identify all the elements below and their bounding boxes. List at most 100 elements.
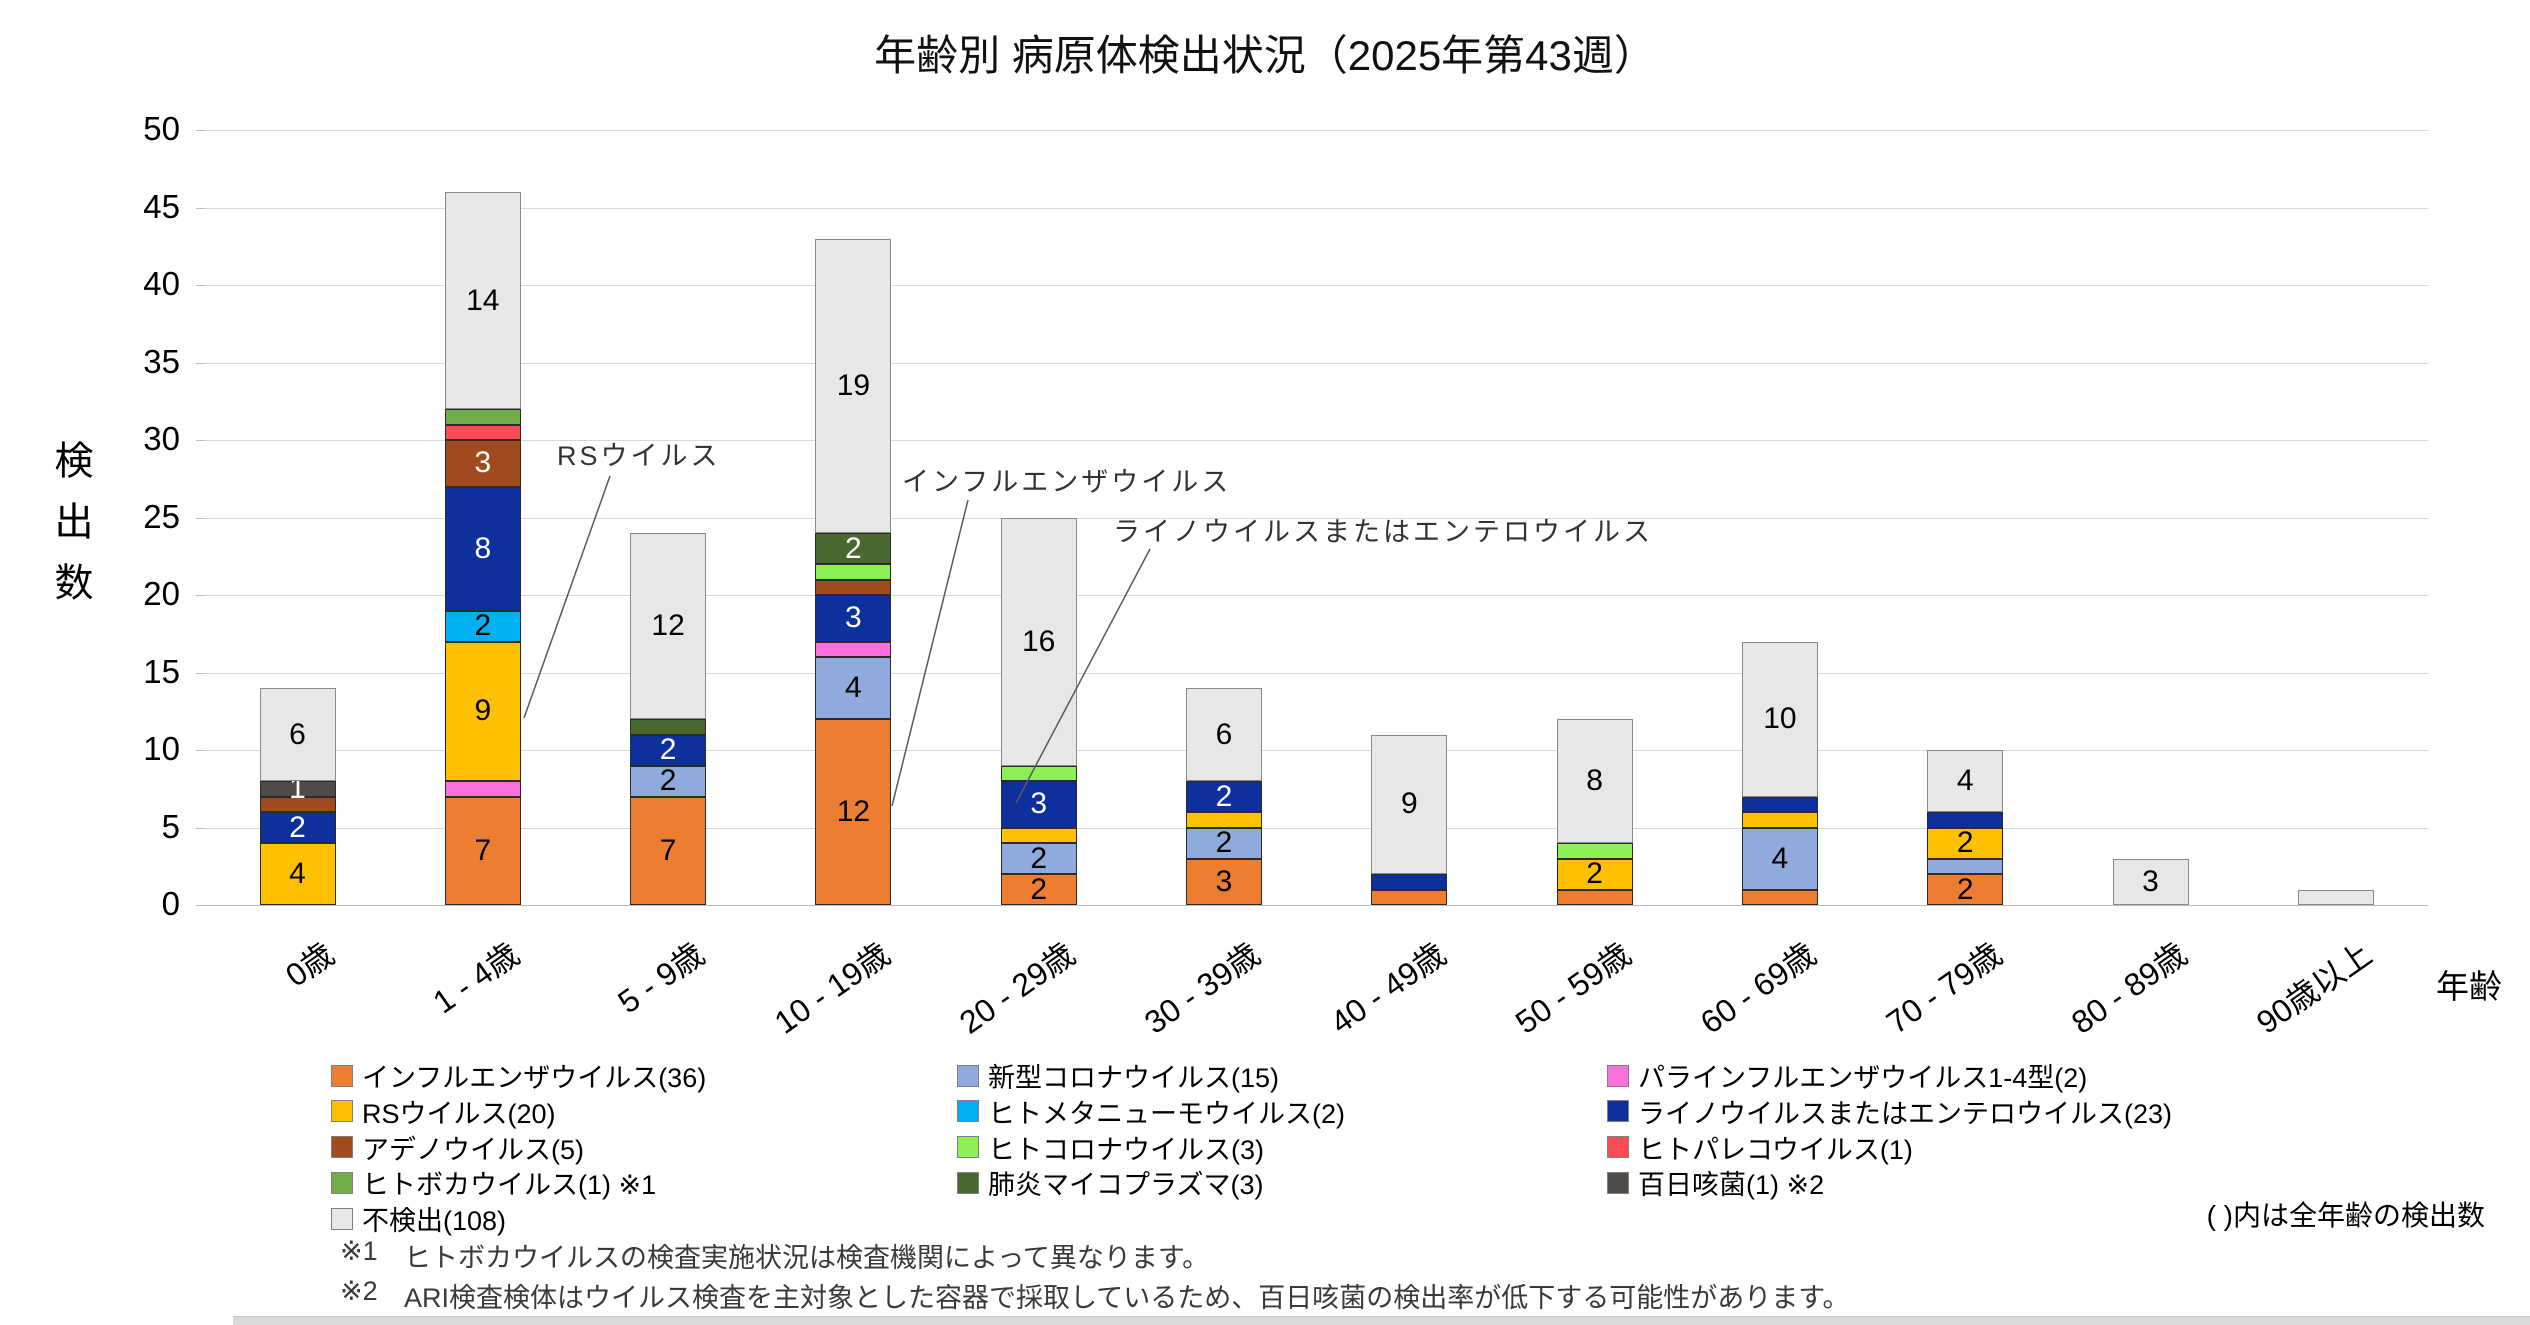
bar-segment-インフルエンザウイルス-70 - 79歳[interactable]: 2: [1927, 873, 2004, 906]
bar-segment-ライノウイルスまたはエンテロウイルス-5 - 9歳[interactable]: 2: [630, 733, 707, 766]
gridline-y-0: [205, 905, 2428, 906]
bar-segment-インフルエンザウイルス-10 - 19歳[interactable]: 12: [815, 719, 892, 905]
gridline-y-45: [205, 207, 2428, 209]
legend-item-ヒトコロナウイルス[interactable]: ヒトコロナウイルス(3): [957, 1128, 1264, 1167]
bar-segment-RSウイルス-60 - 69歳[interactable]: [1741, 812, 1818, 828]
bar-segment-ヒトボカウイルス-1 - 4歳[interactable]: [444, 409, 521, 425]
bar-segment-ヒトコロナウイルス-20 - 29歳[interactable]: [1000, 765, 1077, 781]
bar-segment-ヒトコロナウイルス-50 - 59歳[interactable]: [1556, 843, 1633, 859]
bar-segment-RSウイルス-30 - 39歳[interactable]: [1186, 812, 1262, 828]
legend-item-百日咳菌[interactable]: 百日咳菌(1) ※2: [1607, 1163, 1824, 1202]
bar-segment-ライノウイルスまたはエンテロウイルス-20 - 29歳[interactable]: 3: [1000, 781, 1077, 828]
bar-segment-RSウイルス-50 - 59歳[interactable]: 2: [1556, 857, 1633, 890]
bar-segment-ヒトパレコウイルス-1 - 4歳[interactable]: [444, 424, 521, 440]
bar-segment-不検出-1 - 4歳[interactable]: 14: [444, 192, 521, 409]
annotation-rhino-entero: ライノウイルスまたはエンテロウイルス: [1113, 517, 1653, 547]
legend-swatch-RSウイルス: [331, 1100, 353, 1123]
footnote-2-marker: ※2: [340, 1276, 378, 1306]
x-axis-label-40 - 49歳: 40 - 49歳: [1323, 935, 1452, 1041]
legend-item-肺炎マイコプラズマ[interactable]: 肺炎マイコプラズマ(3): [957, 1163, 1263, 1202]
legend-item-ヒトパレコウイルス[interactable]: ヒトパレコウイルス(1): [1607, 1128, 1913, 1167]
leader-line-rs: [523, 475, 611, 719]
legend-item-アデノウイルス[interactable]: アデノウイルス(5): [331, 1128, 584, 1167]
bar-segment-ライノウイルスまたはエンテロウイルス-10 - 19歳[interactable]: 3: [815, 595, 892, 642]
bar-segment-ライノウイルスまたはエンテロウイルス-0歳[interactable]: 2: [259, 811, 336, 844]
legend-item-新型コロナウイルス[interactable]: 新型コロナウイルス(15): [957, 1056, 1279, 1095]
bar-segment-不検出-0歳[interactable]: 6: [259, 688, 336, 781]
bar-segment-不検出-5 - 9歳[interactable]: 12: [630, 533, 707, 719]
bar-segment-パラインフルエンザウイルス1-4型-1 - 4歳[interactable]: [444, 781, 521, 797]
gridline-y-50: [205, 130, 2428, 131]
legend-item-インフルエンザウイルス[interactable]: インフルエンザウイルス(36): [331, 1056, 706, 1095]
x-axis-label-80 - 89歳: 80 - 89歳: [2064, 935, 2194, 1041]
bar-segment-RSウイルス-0歳[interactable]: 4: [259, 843, 336, 905]
bar-segment-不検出-50 - 59歳[interactable]: 8: [1556, 719, 1633, 843]
y-tick-label-20: 20: [143, 575, 180, 613]
y-tick-mark: [196, 905, 205, 906]
bar-segment-RSウイルス-70 - 79歳[interactable]: 2: [1927, 826, 2004, 859]
bar-segment-ライノウイルスまたはエンテロウイルス-70 - 79歳[interactable]: [1927, 812, 2004, 828]
y-axis-title: 検出数: [49, 440, 92, 623]
legend-swatch-新型コロナウイルス: [957, 1064, 979, 1087]
bar-segment-肺炎マイコプラズマ-10 - 19歳[interactable]: 2: [815, 532, 892, 565]
bar-segment-インフルエンザウイルス-5 - 9歳[interactable]: 7: [630, 796, 707, 905]
footnote-2-text: ARI検査検体はウイルス検査を主対象とした容器で採取しているため、百日咳菌の検出…: [404, 1283, 1850, 1313]
footnote-2: ※2 ARI検査検体はウイルス検査を主対象とした容器で採取しているため、百日咳菌…: [340, 1276, 1850, 1315]
bar-segment-肺炎マイコプラズマ-5 - 9歳[interactable]: [630, 719, 707, 735]
legend-label: ヒトパレコウイルス(1): [1638, 1134, 1913, 1165]
bar-segment-インフルエンザウイルス-30 - 39歳[interactable]: 3: [1186, 858, 1262, 905]
y-tick-mark: [196, 285, 205, 286]
gridline-y-20: [205, 595, 2428, 596]
bar-segment-アデノウイルス-10 - 19歳[interactable]: [815, 579, 892, 595]
bar-segment-新型コロナウイルス-20 - 29歳[interactable]: 2: [1000, 842, 1077, 875]
bar-segment-新型コロナウイルス-60 - 69歳[interactable]: 4: [1741, 827, 1818, 890]
bar-segment-不検出-10 - 19歳[interactable]: 19: [815, 238, 892, 533]
x-axis-label-90歳以上: 90歳以上: [2250, 935, 2379, 1041]
bar-segment-パラインフルエンザウイルス1-4型-10 - 19歳[interactable]: [815, 641, 892, 657]
bar-segment-RSウイルス-1 - 4歳[interactable]: 9: [444, 641, 521, 781]
bar-segment-不検出-40 - 49歳[interactable]: 9: [1371, 734, 1448, 874]
bar-segment-百日咳菌-0歳[interactable]: 1: [259, 772, 336, 805]
window-bottom-edge: [233, 1316, 2530, 1325]
bar-segment-新型コロナウイルス-30 - 39歳[interactable]: 2: [1186, 826, 1262, 859]
bar-segment-インフルエンザウイルス-40 - 49歳[interactable]: [1371, 889, 1448, 905]
bar-segment-新型コロナウイルス-5 - 9歳[interactable]: 2: [630, 764, 707, 797]
bar-segment-ライノウイルスまたはエンテロウイルス-1 - 4歳[interactable]: 8: [444, 486, 521, 611]
bar-segment-新型コロナウイルス-70 - 79歳[interactable]: [1927, 858, 2004, 874]
bar-segment-ヒトメタニューモウイルス-1 - 4歳[interactable]: 2: [444, 609, 521, 642]
bar-segment-インフルエンザウイルス-20 - 29歳[interactable]: 2: [1000, 873, 1077, 906]
legend-item-不検出[interactable]: 不検出(108): [331, 1199, 506, 1238]
legend-note: ( )内は全年齢の検出数: [2206, 1200, 2485, 1231]
bar-segment-ライノウイルスまたはエンテロウイルス-40 - 49歳[interactable]: [1371, 874, 1448, 890]
bar-segment-インフルエンザウイルス-60 - 69歳[interactable]: [1741, 889, 1818, 905]
y-tick-label-35: 35: [143, 342, 180, 380]
bar-segment-ヒトコロナウイルス-10 - 19歳[interactable]: [815, 564, 892, 580]
bar-segment-インフルエンザウイルス-50 - 59歳[interactable]: [1556, 889, 1633, 905]
y-tick-label-40: 40: [143, 265, 180, 303]
legend-label: 不検出(108): [362, 1206, 507, 1237]
bar-segment-不検出-80 - 89歳[interactable]: 3: [2112, 858, 2189, 905]
legend-item-ライノウイルスまたはエンテロウイルス[interactable]: ライノウイルスまたはエンテロウイルス(23): [1607, 1092, 2172, 1131]
bar-segment-新型コロナウイルス-10 - 19歳[interactable]: 4: [815, 657, 892, 719]
y-tick-label-25: 25: [143, 497, 180, 535]
legend-item-ヒトメタニューモウイルス[interactable]: ヒトメタニューモウイルス(2): [957, 1092, 1345, 1131]
bar-segment-ライノウイルスまたはエンテロウイルス-30 - 39歳[interactable]: 2: [1186, 780, 1262, 813]
legend-item-パラインフルエンザウイルス1-4型[interactable]: パラインフルエンザウイルス1-4型(2): [1607, 1056, 2087, 1095]
x-axis-label-70 - 79歳: 70 - 79歳: [1879, 935, 2008, 1041]
bar-segment-アデノウイルス-0歳[interactable]: [259, 796, 336, 812]
y-tick-label-5: 5: [161, 807, 180, 845]
bar-segment-不検出-70 - 79歳[interactable]: 4: [1927, 750, 2004, 812]
x-axis-label-1 - 4歳: 1 - 4歳: [426, 935, 526, 1021]
bar-segment-不検出-90歳以上[interactable]: [2297, 889, 2374, 905]
legend-swatch-ヒトボカウイルス: [331, 1171, 353, 1194]
legend-item-RSウイルス[interactable]: RSウイルス(20): [331, 1092, 556, 1131]
bar-segment-不検出-60 - 69歳[interactable]: 10: [1741, 641, 1818, 797]
legend-item-ヒトボカウイルス[interactable]: ヒトボカウイルス(1) ※1: [331, 1163, 656, 1202]
bar-segment-インフルエンザウイルス-1 - 4歳[interactable]: 7: [444, 796, 521, 905]
annotation-rs-virus: RSウイルス: [557, 441, 721, 471]
bar-segment-不検出-30 - 39歳[interactable]: 6: [1186, 688, 1262, 781]
bar-segment-不検出-20 - 29歳[interactable]: 16: [1000, 517, 1077, 766]
bar-segment-RSウイルス-20 - 29歳[interactable]: [1000, 827, 1077, 843]
bar-segment-アデノウイルス-1 - 4歳[interactable]: 3: [444, 440, 521, 487]
bar-segment-ライノウイルスまたはエンテロウイルス-60 - 69歳[interactable]: [1741, 796, 1818, 812]
